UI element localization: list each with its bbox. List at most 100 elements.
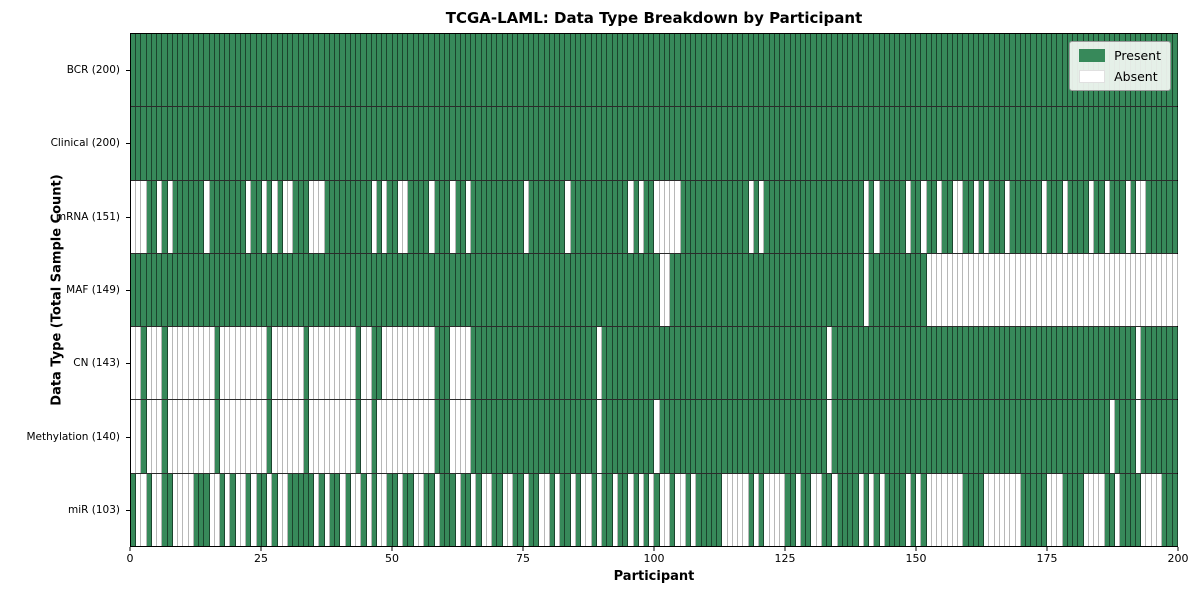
heatmap-cell (413, 400, 419, 473)
heatmap-row (131, 472, 1178, 546)
heatmap-cell (612, 327, 618, 400)
heatmap-cell (298, 473, 304, 546)
heatmap-cell (293, 327, 299, 400)
heatmap-cell (900, 400, 906, 473)
heatmap-cell (1125, 253, 1131, 327)
heatmap-cell (151, 400, 158, 473)
heatmap-cell (1015, 180, 1021, 253)
heatmap-cell (471, 253, 477, 327)
heatmap-cell (937, 327, 943, 400)
heatmap-cell (534, 107, 540, 180)
heatmap-cell (869, 327, 875, 400)
heatmap-cell (199, 34, 205, 107)
heatmap-cell (1115, 400, 1121, 473)
heatmap-cell (528, 473, 535, 546)
heatmap-cell (617, 34, 624, 107)
heatmap-cell (366, 253, 372, 327)
heatmap-cell (214, 253, 220, 327)
heatmap-cell (905, 180, 911, 253)
heatmap-cell (460, 253, 466, 327)
heatmap-cell (460, 34, 466, 107)
heatmap-cell (670, 107, 676, 180)
heatmap-cell (900, 107, 906, 180)
heatmap-cell (1010, 400, 1016, 473)
heatmap-cell (963, 327, 969, 400)
heatmap-cell (916, 34, 922, 107)
heatmap-cell (963, 473, 969, 546)
heatmap-cell (999, 34, 1006, 107)
heatmap-cell (738, 34, 744, 107)
heatmap-cell (769, 400, 775, 473)
heatmap-cell (874, 400, 880, 473)
heatmap-cell (371, 180, 378, 253)
heatmap-cell (685, 34, 692, 107)
heatmap-cell (670, 473, 676, 546)
heatmap-cell (403, 327, 409, 400)
heatmap-cell (994, 107, 1000, 180)
heatmap-cell (596, 327, 603, 400)
heatmap-cell (528, 400, 535, 473)
heatmap-cell (848, 473, 854, 546)
heatmap-cell (183, 327, 189, 400)
heatmap-cell (1109, 400, 1116, 473)
heatmap-cell (774, 400, 781, 473)
heatmap-cell (335, 253, 341, 327)
heatmap-cell (403, 34, 409, 107)
heatmap-cell (596, 400, 603, 473)
heatmap-cell (916, 107, 922, 180)
heatmap-cell (570, 473, 576, 546)
heatmap-cell (1047, 327, 1053, 400)
heatmap-cell (1067, 253, 1074, 327)
heatmap-cell (1115, 473, 1121, 546)
heatmap-cell (858, 180, 864, 253)
heatmap-cell (727, 34, 733, 107)
heatmap-cell (821, 473, 828, 546)
heatmap-cell (1115, 107, 1121, 180)
heatmap-cell (926, 34, 932, 107)
heatmap-cell (502, 107, 508, 180)
heatmap-cell (722, 327, 728, 400)
heatmap-cell (638, 327, 644, 400)
heatmap-cell (188, 400, 194, 473)
heatmap-cell (565, 473, 571, 546)
heatmap-cell (989, 473, 995, 546)
heatmap-cell (356, 400, 362, 473)
heatmap-cell (643, 180, 650, 253)
heatmap-cell (732, 180, 739, 253)
heatmap-cell (617, 107, 624, 180)
heatmap-cell (1047, 180, 1053, 253)
heatmap-cell (1062, 400, 1068, 473)
heatmap-cell (1125, 400, 1131, 473)
heatmap-cell (178, 473, 184, 546)
heatmap-cell (424, 400, 430, 473)
heatmap-cell (204, 34, 210, 107)
heatmap-cell (785, 253, 791, 327)
heatmap-cell (219, 180, 226, 253)
heatmap-cell (439, 253, 446, 327)
heatmap-cell (623, 253, 629, 327)
heatmap-cell (937, 180, 943, 253)
heatmap-cell (518, 327, 524, 400)
heatmap-cell (246, 253, 252, 327)
y-tick-labels: BCR (200) Clinical (200) mRNA (151) MAF (14… (0, 33, 122, 547)
heatmap-cell (978, 107, 985, 180)
heatmap-cell (1141, 253, 1147, 327)
heatmap-cell (492, 107, 498, 180)
heatmap-cell (377, 473, 383, 546)
heatmap-cell (785, 400, 791, 473)
heatmap-cell (1067, 327, 1074, 400)
heatmap-cell (649, 107, 655, 180)
heatmap-cell (424, 107, 430, 180)
heatmap-cell (1136, 473, 1142, 546)
heatmap-cell (921, 253, 927, 327)
heatmap-cell (507, 107, 514, 180)
heatmap-cell (345, 473, 351, 546)
heatmap-cell (774, 327, 781, 400)
heatmap-cell (397, 34, 404, 107)
heatmap-cell (371, 253, 378, 327)
heatmap-cell (345, 253, 351, 327)
heatmap-cell (1141, 400, 1147, 473)
heatmap-cell (193, 253, 200, 327)
heatmap-cell (507, 473, 514, 546)
heatmap-cell (638, 473, 644, 546)
